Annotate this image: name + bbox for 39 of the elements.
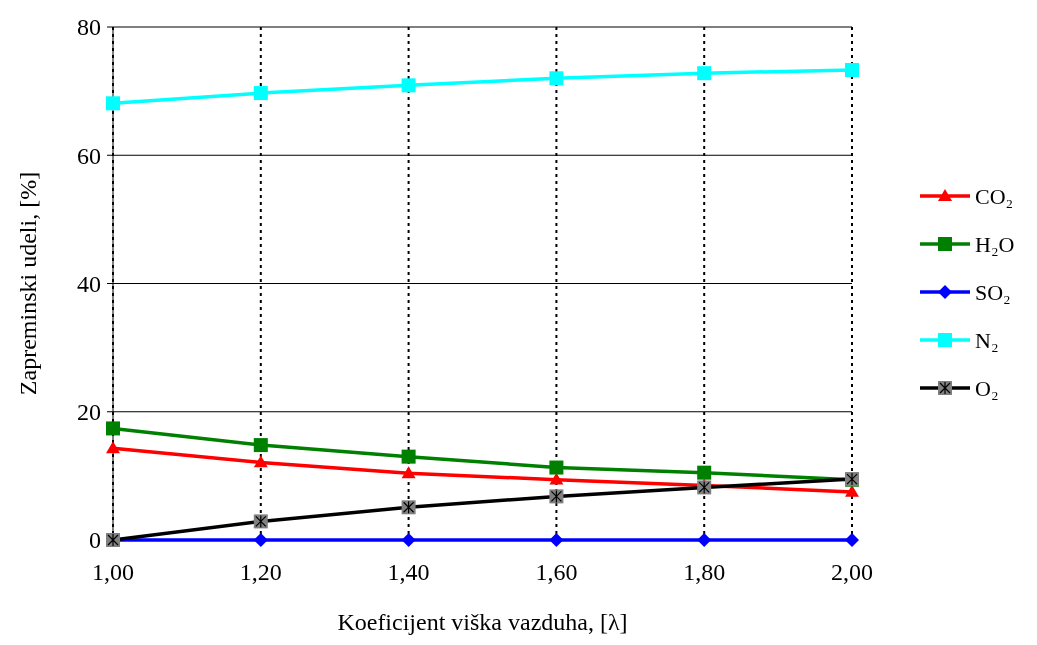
x-tick-label: 1,40 — [387, 559, 430, 585]
y-axis-title: Zapreminski udeli, [%] — [15, 171, 41, 396]
point — [401, 449, 416, 464]
point — [697, 533, 712, 547]
point — [253, 533, 268, 547]
point — [549, 71, 564, 86]
x-tick-label: 1,60 — [535, 559, 578, 585]
y-tick-label: 40 — [77, 270, 101, 297]
point — [253, 86, 268, 101]
point — [401, 533, 416, 547]
point — [106, 96, 120, 111]
point — [845, 533, 859, 547]
point — [106, 421, 120, 436]
legend-label: H₂O — [975, 231, 1015, 257]
point — [549, 533, 564, 547]
point — [253, 455, 268, 468]
point — [845, 62, 859, 77]
point — [106, 441, 120, 454]
x-axis-title: Koeficijent viška vazduha, [λ] — [337, 609, 628, 635]
point — [401, 78, 416, 93]
y-tick-label: 20 — [77, 399, 101, 426]
legend-label: SO₂ — [975, 279, 1011, 305]
x-tick-label: 1,00 — [92, 559, 134, 585]
x-tick-label: 1,20 — [239, 559, 282, 585]
point — [697, 66, 712, 81]
point — [845, 484, 859, 497]
legend-label: N₂ — [975, 327, 999, 353]
y-tick-label: 0 — [89, 527, 101, 554]
legend-label: O₂ — [975, 375, 999, 401]
x-tick-label: 1,80 — [683, 559, 726, 585]
legend-label: CO₂ — [975, 183, 1014, 209]
point — [253, 438, 268, 453]
y-tick-label: 80 — [77, 14, 101, 41]
y-tick-label: 60 — [77, 142, 101, 169]
point — [697, 465, 712, 480]
point — [549, 472, 564, 485]
point — [401, 466, 416, 479]
point — [549, 460, 564, 475]
x-tick-label: 2,00 — [831, 559, 873, 585]
